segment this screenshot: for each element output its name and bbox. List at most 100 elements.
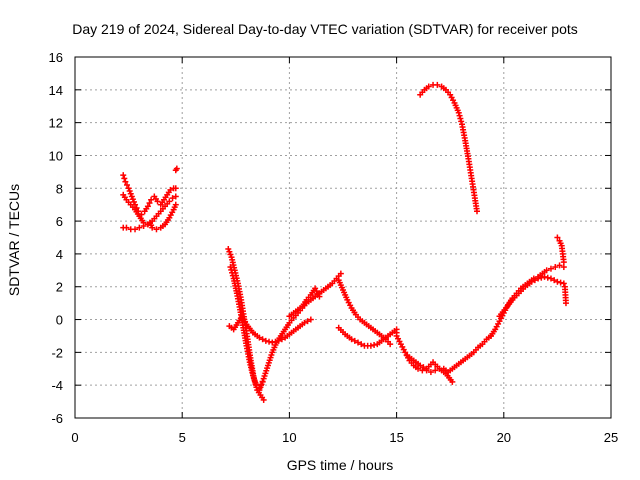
data-point	[560, 259, 567, 266]
data-point	[260, 396, 267, 403]
data-point	[547, 265, 554, 272]
y-tick-label: 8	[56, 181, 63, 196]
data-point	[148, 196, 155, 203]
data-point	[427, 369, 434, 376]
data-point	[256, 334, 263, 341]
y-tick-label: 12	[49, 116, 63, 131]
data-point	[556, 262, 563, 269]
data-point	[543, 267, 550, 274]
x-tick-label: 5	[179, 430, 186, 445]
data-point	[167, 186, 174, 193]
data-point-fill	[458, 118, 465, 125]
y-tick-label: 0	[56, 313, 63, 328]
y-tick-label: 4	[56, 247, 63, 262]
y-tick-label: 2	[56, 280, 63, 295]
x-axis-label: GPS time / hours	[287, 457, 394, 473]
data-point	[455, 109, 462, 116]
data-point	[301, 319, 308, 326]
data-point	[169, 195, 176, 202]
data-point	[348, 336, 355, 343]
y-tick-label: 16	[49, 50, 63, 65]
data-point-fill	[146, 200, 153, 207]
data-point-fill	[544, 274, 551, 281]
data-point-fill	[259, 378, 266, 385]
data-point	[367, 342, 374, 349]
data-point	[337, 270, 344, 277]
data-point-fill	[551, 277, 558, 284]
data-point	[432, 367, 439, 374]
data-point	[541, 273, 548, 280]
data-point	[172, 185, 179, 192]
data-point	[562, 300, 569, 307]
data-point	[560, 280, 567, 287]
data-point	[417, 362, 424, 369]
chart-title: Day 219 of 2024, Sidereal Day-to-day VTE…	[72, 21, 578, 37]
axis-ticks: 0 5 10 15 20 25 -6 -4 -2 0 2 4 6 8 10 12 14 16	[49, 50, 619, 445]
data-point	[528, 278, 535, 285]
data-point	[140, 223, 147, 230]
data-point	[256, 387, 263, 394]
data-point	[154, 198, 161, 205]
data-point	[449, 378, 456, 385]
data-point-fill	[258, 381, 265, 388]
data-point-fill	[531, 277, 538, 284]
data-point	[172, 201, 179, 208]
data-point-fill	[123, 181, 130, 188]
data-point	[547, 275, 554, 282]
x-tick-label: 15	[389, 430, 403, 445]
data-point	[172, 193, 179, 200]
data-point	[144, 203, 151, 210]
data-point-fill	[304, 318, 311, 325]
data-point	[123, 224, 130, 231]
data-point	[166, 198, 173, 205]
data-point	[227, 264, 234, 271]
x-tick-label: 20	[497, 430, 511, 445]
data-point	[120, 172, 127, 179]
data-point	[387, 341, 394, 348]
data-point	[425, 83, 432, 90]
data-point	[355, 339, 362, 346]
y-tick-label: -4	[51, 378, 63, 393]
data-point-fill	[371, 341, 378, 348]
data-point	[132, 226, 139, 233]
data-point-fill	[557, 279, 564, 286]
data-point	[262, 337, 269, 344]
data-point-fill	[259, 336, 266, 343]
data-point	[474, 208, 480, 215]
data-point-fill	[229, 269, 236, 276]
x-tick-label: 10	[282, 430, 296, 445]
data-point	[552, 264, 559, 271]
data-point-fill	[121, 175, 128, 182]
data-points	[120, 81, 569, 403]
data-point	[535, 275, 542, 282]
data-point	[149, 224, 156, 231]
y-tick-label: -2	[51, 345, 63, 360]
data-point	[173, 165, 180, 172]
x-tick-label: 25	[604, 430, 618, 445]
y-axis-label: SDTVAR / TECUs	[6, 184, 22, 296]
data-point-fill	[358, 341, 365, 348]
data-point-fill	[266, 338, 273, 345]
data-point	[434, 81, 441, 88]
y-tick-label: 14	[49, 83, 63, 98]
plot-frame	[74, 56, 612, 419]
data-point-fill	[457, 115, 464, 122]
data-point-fill	[229, 272, 236, 279]
data-point-fill	[420, 364, 427, 371]
data-point-fill	[538, 274, 545, 281]
data-point	[122, 178, 129, 185]
data-point	[307, 316, 314, 323]
data-point	[136, 224, 143, 231]
data-point	[554, 234, 561, 241]
y-tick-label: 6	[56, 214, 63, 229]
data-point	[554, 278, 561, 285]
data-point-fill	[257, 384, 264, 391]
data-point-fill	[351, 337, 358, 344]
data-point-fill	[456, 112, 463, 119]
data-point-fill	[228, 266, 235, 273]
y-tick-label: -6	[51, 411, 63, 426]
y-tick-label: 10	[49, 148, 63, 163]
x-tick-label: 0	[71, 430, 78, 445]
